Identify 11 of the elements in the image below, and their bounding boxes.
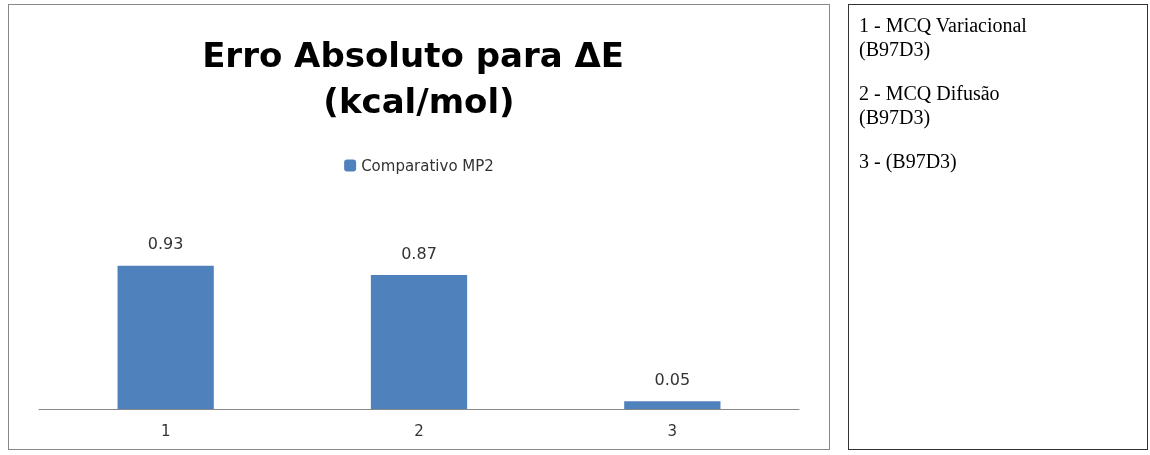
text: 3 - (B97D3) — [859, 149, 958, 173]
data-label: 0.87 — [401, 243, 437, 263]
legend-label: Comparativo MP2 — [361, 156, 494, 175]
data-label: 0.05 — [654, 369, 691, 389]
x-tick-label: 1 — [160, 421, 171, 440]
x-tick-label: 3 — [667, 421, 678, 440]
x-tick-label: 2 — [414, 421, 424, 440]
text: 1 - MCQ Variacional (B97D3) — [859, 13, 1028, 61]
chart-title: Erro Absoluto para ΔE (kcal/mol) — [202, 35, 636, 121]
data-label: 0.93 — [147, 234, 184, 254]
text: 2 - MCQ Difusão (B97D3) — [859, 81, 1001, 129]
